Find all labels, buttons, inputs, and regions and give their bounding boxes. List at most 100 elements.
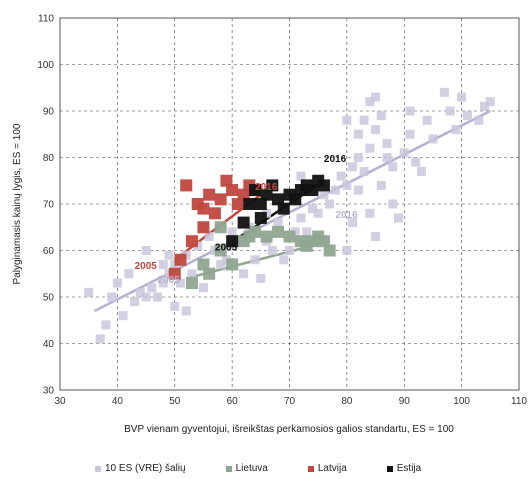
point-latvija (231, 198, 244, 210)
legend-swatch (225, 465, 232, 472)
point-10-es-vre-ali (428, 134, 438, 144)
point-estija (254, 211, 267, 224)
legend-item: Latvija (307, 463, 347, 474)
point-10-es-vre-ali (141, 292, 151, 302)
point-10-es-vre-ali (175, 278, 185, 288)
point-10-es-vre-ali (279, 255, 289, 265)
point-10-es-vre-ali (330, 185, 340, 195)
point-10-es-vre-ali (158, 278, 168, 288)
point-10-es-vre-ali (130, 297, 140, 307)
point-10-es-vre-ali (158, 259, 168, 269)
point-estija (237, 216, 250, 229)
point-10-es-vre-ali (371, 232, 381, 242)
point-10-es-vre-ali (359, 115, 369, 125)
point-10-es-vre-ali (267, 246, 277, 255)
point-10-es-vre-ali (342, 115, 352, 125)
point-estija (272, 193, 285, 206)
point-10-es-vre-ali (204, 232, 214, 242)
point-10-es-vre-ali (405, 129, 415, 139)
y-tick-label: 100 (37, 60, 54, 71)
point-latvija (174, 253, 187, 266)
point-estija (249, 184, 262, 197)
point-lietuva (317, 235, 330, 248)
point-10-es-vre-ali (296, 213, 306, 223)
legend-label: Lietuva (235, 463, 268, 474)
point-10-es-vre-ali (399, 148, 409, 158)
point-10-es-vre-ali (388, 162, 398, 172)
point-10-es-vre-ali (439, 87, 449, 97)
point-10-es-vre-ali (101, 320, 111, 330)
point-lietuva (214, 244, 227, 257)
point-lietuva (272, 225, 285, 238)
point-estija (254, 198, 267, 210)
point-10-es-vre-ali (359, 166, 369, 176)
point-10-es-vre-ali (348, 162, 358, 172)
legend-label: Latvija (317, 463, 347, 474)
point-10-es-vre-ali (239, 269, 249, 279)
point-10-es-vre-ali (147, 283, 157, 293)
point-10-es-vre-ali (307, 204, 317, 214)
point-lietuva (214, 221, 227, 234)
point-10-es-vre-ali (273, 218, 283, 228)
x-tick-label: 30 (54, 396, 66, 407)
point-estija (277, 202, 290, 215)
year-annotation: 2016 (335, 210, 358, 221)
legend-item: 10 ES (VRE) šalių (95, 463, 186, 474)
point-10-es-vre-ali (250, 255, 260, 265)
point-10-es-vre-ali (256, 273, 266, 283)
point-estija (306, 184, 319, 197)
point-10-es-vre-ali (135, 287, 145, 297)
point-latvija (180, 179, 193, 192)
point-10-es-vre-ali (365, 143, 375, 153)
y-axis-title: Palyginamasis kainų lygis, ES = 100 (12, 123, 23, 284)
year-annotation: 2005 (158, 275, 181, 286)
y-tick-label: 110 (38, 14, 54, 25)
point-10-es-vre-ali (371, 125, 381, 135)
point-10-es-vre-ali (141, 246, 151, 255)
point-10-es-vre-ali (451, 125, 461, 135)
point-10-es-vre-ali (382, 139, 392, 149)
point-10-es-vre-ali (416, 166, 426, 176)
point-10-es-vre-ali (462, 111, 472, 121)
x-tick-label: 60 (227, 396, 239, 407)
year-annotation: 2016 (255, 182, 278, 193)
point-10-es-vre-ali (95, 334, 105, 344)
trend-line-10-es-vre-ali (93, 109, 491, 313)
x-tick-label: 110 (511, 396, 527, 407)
point-estija (243, 198, 256, 210)
point-10-es-vre-ali (216, 259, 226, 269)
point-latvija (197, 202, 210, 215)
x-tick-label: 90 (399, 396, 411, 407)
point-10-es-vre-ali (124, 269, 134, 279)
point-10-es-vre-ali (474, 115, 484, 125)
point-latvija (214, 193, 227, 206)
point-lietuva (185, 277, 198, 290)
point-10-es-vre-ali (107, 292, 117, 302)
point-10-es-vre-ali (325, 199, 335, 209)
legend-item: Lietuva (225, 463, 268, 474)
point-10-es-vre-ali (365, 208, 375, 218)
year-annotation: 2005 (215, 243, 238, 254)
x-tick-label: 50 (169, 396, 181, 407)
legend-swatch (95, 465, 101, 472)
point-10-es-vre-ali (153, 292, 163, 302)
point-10-es-vre-ali (187, 269, 197, 279)
y-tick-label: 90 (43, 107, 55, 118)
x-tick-label: 40 (112, 396, 124, 407)
point-lietuva (197, 258, 210, 271)
point-10-es-vre-ali (365, 97, 375, 107)
y-tick-label: 70 (43, 200, 55, 211)
year-annotation: 2016 (324, 154, 347, 165)
point-lietuva (323, 244, 336, 257)
point-estija (260, 188, 273, 201)
point-latvija (197, 221, 210, 234)
legend-swatch (307, 465, 314, 472)
legend-label: Estija (396, 463, 422, 474)
point-10-es-vre-ali (371, 92, 381, 102)
point-lietuva (249, 225, 262, 238)
y-tick-label: 30 (43, 386, 55, 397)
point-10-es-vre-ali (348, 218, 358, 228)
point-10-es-vre-ali (198, 283, 208, 293)
y-tick-label: 40 (43, 339, 55, 350)
